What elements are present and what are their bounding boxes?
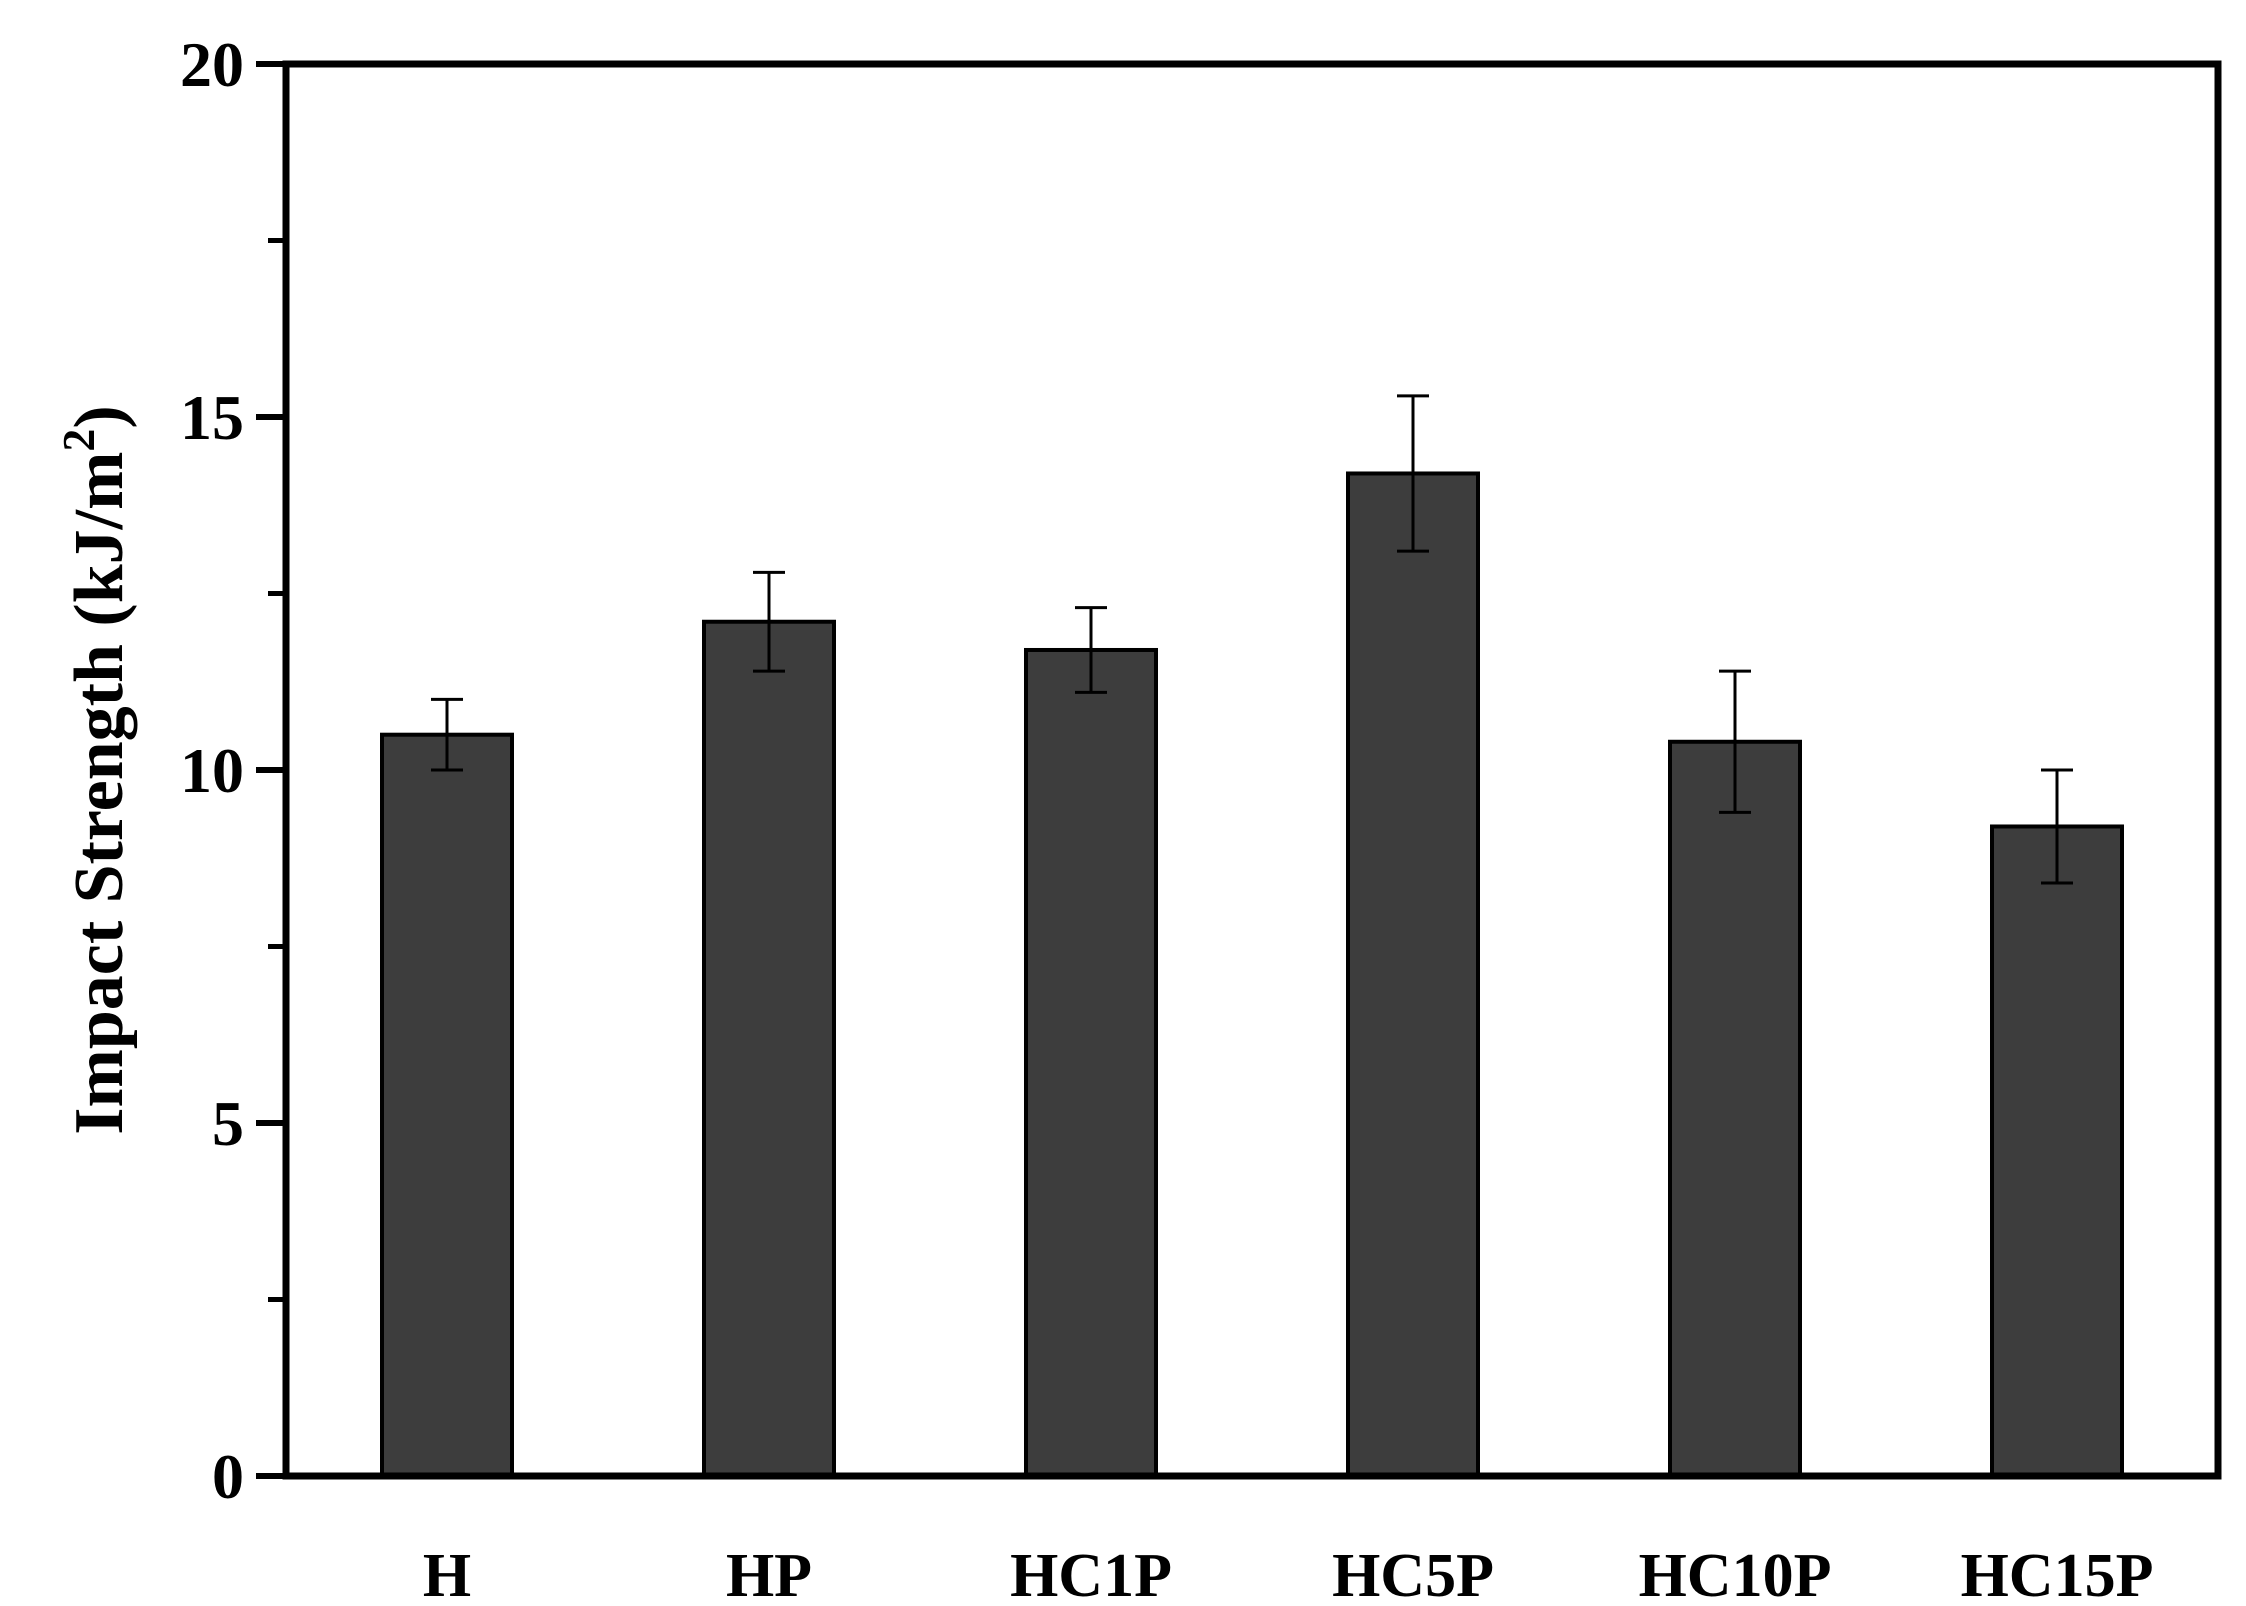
y-tick-label: 5: [212, 1088, 244, 1159]
x-tick-label: H: [423, 1542, 471, 1606]
error-bars-layer: [431, 394, 2073, 885]
x-tick-label: HC15P: [1961, 1542, 2154, 1606]
x-tick-label: HC10P: [1639, 1542, 1832, 1606]
y-axis-title: Impact Strength (kJ/m2): [53, 405, 138, 1134]
bar-hc15p: [1990, 824, 2124, 1478]
bar-hp: [702, 619, 836, 1478]
x-tick-label: HP: [726, 1542, 812, 1606]
y-axis: 0 5 10 15 20: [180, 29, 286, 1512]
bar-h: [380, 732, 514, 1478]
y-axis-title-main: Impact Strength (kJ/m: [61, 452, 138, 1135]
y-tick-label: 20: [180, 29, 244, 100]
bars-layer: [380, 471, 2124, 1479]
y-tick-label: 10: [180, 735, 244, 806]
y-tick-label: 15: [180, 382, 244, 453]
y-tick-label: 0: [212, 1441, 244, 1512]
bar-hc5p: [1346, 471, 1480, 1479]
bar-hc1p: [1024, 647, 1158, 1478]
y-axis-title-close: ): [61, 405, 138, 428]
x-axis: H HP HC1P HC5P HC10P HC15P: [423, 1542, 2154, 1606]
x-tick-label: HC5P: [1332, 1542, 1494, 1606]
x-tick-label: HC1P: [1010, 1542, 1172, 1606]
bar-hc10p: [1668, 739, 1802, 1478]
y-axis-title-superscript: 2: [53, 429, 104, 452]
plot-frame: [282, 60, 2222, 1480]
